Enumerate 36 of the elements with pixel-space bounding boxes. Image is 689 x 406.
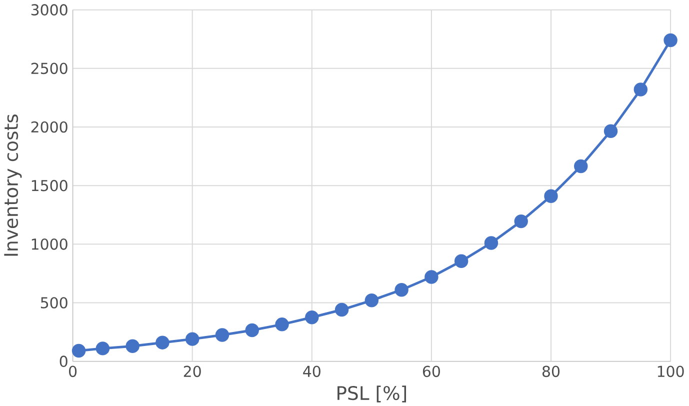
point (334, 302, 349, 316)
point (664, 33, 678, 47)
point (245, 323, 259, 337)
point (394, 282, 408, 296)
x-tick-label: 60 (422, 366, 440, 377)
y-tick-label: 500 (40, 296, 68, 308)
x-tick-label: 100 (658, 366, 684, 377)
point (574, 159, 588, 173)
y-tick-label: 3000 (31, 4, 68, 16)
x-tick-label: 40 (303, 366, 320, 377)
point (275, 317, 289, 332)
x-tick-label: 20 (184, 366, 201, 377)
point (215, 328, 230, 342)
y-axis-title: Inventory costs (4, 114, 22, 256)
point (96, 341, 110, 356)
point (544, 189, 558, 203)
point (305, 310, 319, 324)
point (72, 344, 86, 358)
point (634, 82, 648, 96)
x-tick-label: 80 (542, 366, 560, 377)
x-tick-label: 0 (69, 366, 77, 377)
point (424, 270, 438, 284)
point (364, 293, 379, 308)
point (156, 335, 170, 350)
y-tick-label: 2000 (31, 121, 68, 132)
x-axis-title: PSL [%] (338, 385, 406, 402)
point (185, 332, 200, 346)
point (454, 254, 468, 268)
y-tick-label: 1500 (32, 180, 68, 192)
y-tick-label: 2500 (31, 62, 68, 74)
y-tick-label: 1000 (32, 238, 68, 250)
point (514, 214, 528, 228)
point (484, 236, 498, 250)
point (604, 124, 618, 138)
y-tick-label: 0 (60, 355, 68, 367)
point (126, 338, 140, 353)
